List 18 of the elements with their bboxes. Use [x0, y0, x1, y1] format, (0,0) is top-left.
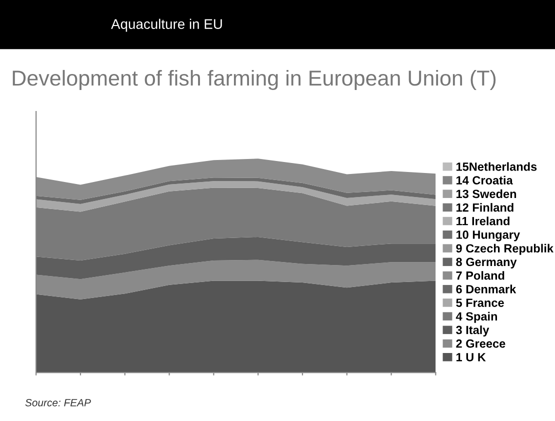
legend-label: 7 Poland	[456, 271, 504, 280]
chart-subtitle: Aquaculture in EU	[111, 18, 222, 32]
legend-label: 1 U K	[456, 353, 486, 362]
legend-label: 3 Italy	[456, 325, 490, 336]
legend-label: 12 Finland	[456, 203, 514, 212]
legend-label: 14 Croatia	[456, 176, 513, 184]
chart-title: Development of fish farming in European Union (T)	[12, 70, 496, 90]
legend-label: 13 Sweden	[456, 189, 516, 198]
legend-label: 5 France	[456, 298, 504, 307]
legend-label: 9 Czech Republik	[456, 244, 554, 255]
legend-label: 6 Denmark	[456, 284, 516, 294]
legend-label: 15Netherlands	[456, 162, 537, 171]
legend-label: 2 Greece	[456, 339, 506, 348]
legend-label: 8 Germany	[456, 258, 517, 268]
legend-label: 10 Hungary	[456, 230, 520, 242]
source-note: Source: FEAP	[25, 398, 91, 406]
legend-label: 11 Ireland	[456, 216, 510, 226]
legend-label: 4 Spain	[456, 312, 497, 323]
